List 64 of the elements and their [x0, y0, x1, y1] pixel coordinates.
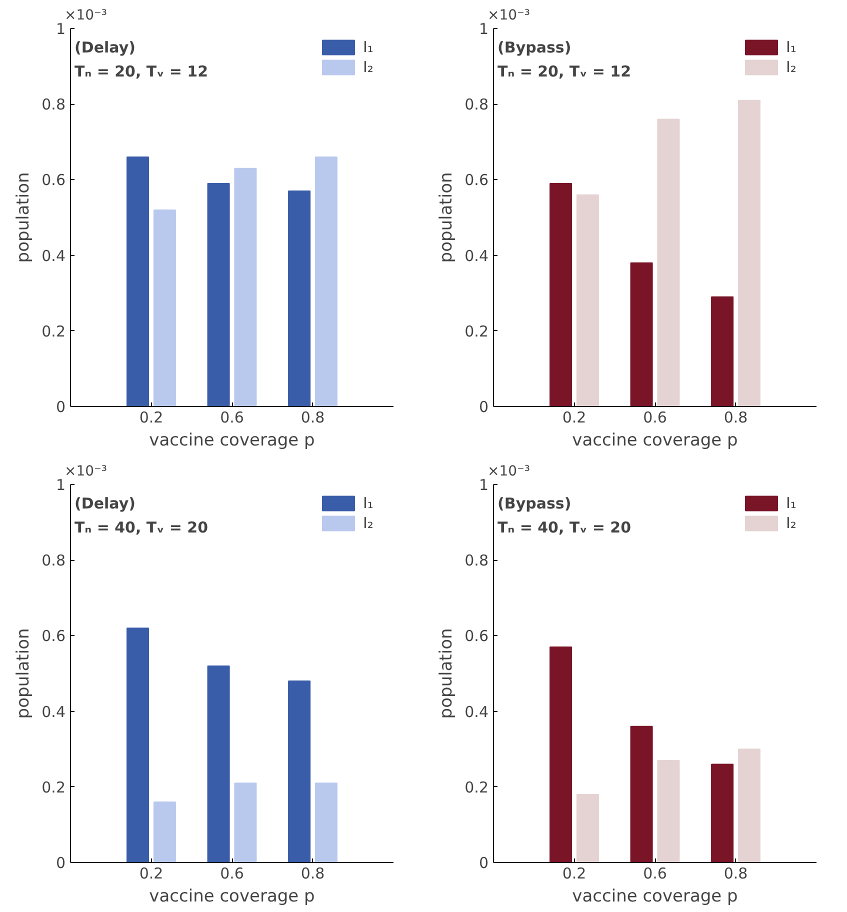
- legend-label: I₂: [786, 514, 798, 532]
- x-tick-label: 0.6: [220, 408, 244, 426]
- x-tick-label: 0.2: [562, 864, 586, 882]
- y-tick-label: 0: [478, 854, 489, 872]
- y-tick-label: 0.6: [464, 171, 489, 190]
- x-tick-label: 0.2: [139, 408, 164, 426]
- text: ×10⁻³: [488, 8, 530, 24]
- y-tick-label: 0.4: [464, 246, 489, 265]
- text: ×10⁻³: [488, 464, 530, 480]
- y-tick-label: 0: [56, 398, 66, 416]
- x-axis-title: vaccine coverage p: [149, 430, 315, 450]
- y-tick-label: 0.4: [42, 702, 66, 721]
- y-tick-label: 0.2: [464, 778, 489, 796]
- y-tick-label: 0: [478, 398, 489, 416]
- x-tick-label: 0.8: [724, 864, 748, 882]
- y-tick-label: 0.8: [464, 552, 489, 570]
- y-tick-label: 1: [56, 476, 66, 494]
- y-tick-label: 1: [478, 476, 489, 494]
- legend-label: I₁: [786, 38, 798, 56]
- text: ×10⁻³: [64, 8, 108, 24]
- x-axis-title: vaccine coverage p: [572, 886, 738, 906]
- y-tick-label: 1: [478, 20, 489, 38]
- annotation: (Delay): [74, 38, 136, 56]
- y-axis-title: population: [436, 628, 457, 719]
- y-axis-title: population: [14, 172, 34, 263]
- x-tick-label: 0.8: [300, 408, 325, 426]
- x-tick-label: 0.2: [562, 408, 586, 426]
- annotation: Tₙ = 20, Tᵥ = 12: [498, 62, 632, 80]
- legend-label: I₁: [786, 494, 798, 512]
- y-tick-label: 0.4: [464, 702, 489, 721]
- y-tick-label: 0.8: [42, 96, 66, 114]
- y-tick-label: 0.8: [42, 552, 66, 570]
- x-tick-label: 0.6: [643, 864, 667, 882]
- x-axis-title: vaccine coverage p: [149, 886, 315, 906]
- y-tick-label: 1: [56, 20, 66, 38]
- annotation: (Delay): [74, 494, 136, 512]
- annotation: (Bypass): [498, 494, 572, 512]
- x-tick-label: 0.2: [139, 864, 164, 882]
- y-tick-label: 0.4: [42, 246, 66, 265]
- y-tick-label: 0: [56, 854, 66, 872]
- x-tick-label: 0.8: [300, 864, 325, 882]
- legend-label: I₁: [363, 38, 374, 56]
- annotation: Tₙ = 20, Tᵥ = 12: [74, 62, 208, 80]
- x-tick-label: 0.6: [643, 408, 667, 426]
- text: ×10⁻³: [64, 464, 108, 480]
- y-tick-label: 0.6: [42, 627, 66, 646]
- y-tick-label: 0.2: [42, 322, 66, 340]
- legend-label: I₂: [786, 58, 798, 76]
- legend-label: I₂: [363, 58, 374, 76]
- x-axis-title: vaccine coverage p: [572, 430, 738, 450]
- annotation: (Bypass): [498, 38, 572, 56]
- x-tick-label: 0.8: [724, 408, 748, 426]
- y-tick-label: 0.2: [464, 322, 489, 340]
- y-tick-label: 0.6: [42, 171, 66, 190]
- y-tick-label: 0.6: [464, 627, 489, 646]
- y-tick-label: 0.8: [464, 96, 489, 114]
- y-axis-title: population: [14, 628, 34, 719]
- annotation: Tₙ = 40, Tᵥ = 20: [498, 518, 632, 536]
- y-tick-label: 0.2: [42, 778, 66, 796]
- legend-label: I₁: [363, 494, 374, 512]
- x-tick-label: 0.6: [220, 864, 244, 882]
- legend-label: I₂: [363, 514, 374, 532]
- y-axis-title: population: [436, 172, 457, 263]
- annotation: Tₙ = 40, Tᵥ = 20: [74, 518, 208, 536]
